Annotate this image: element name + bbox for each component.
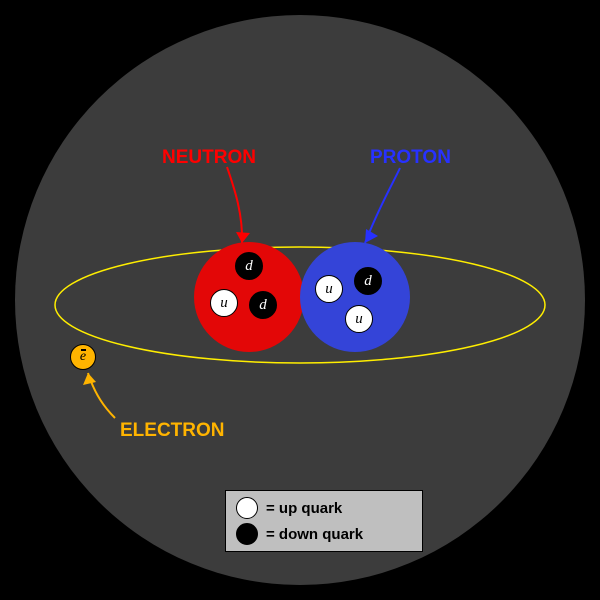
legend-row-down: = down quark	[236, 523, 412, 545]
legend-text-down: = down quark	[266, 526, 363, 543]
down-quark-icon	[236, 523, 258, 545]
proton-label: PROTON	[370, 147, 451, 169]
diagram-canvas: dududu e NEUTRON PROTON ELECTRON = up qu…	[0, 0, 600, 600]
legend-text-up: = up quark	[266, 500, 342, 517]
neutron-quark-1: u	[210, 289, 238, 317]
neutron-label: NEUTRON	[162, 147, 256, 169]
legend: = up quark = down quark	[225, 490, 423, 552]
electron-particle: e	[70, 344, 96, 370]
legend-row-up: = up quark	[236, 497, 412, 519]
up-quark-icon	[236, 497, 258, 519]
neutron-quark-0: d	[235, 252, 263, 280]
electron-label: ELECTRON	[120, 420, 225, 442]
neutron-quark-2: d	[249, 291, 277, 319]
proton-quark-1: d	[354, 267, 382, 295]
proton-quark-2: u	[345, 305, 373, 333]
proton-nucleon	[300, 242, 410, 352]
electron-symbol: e	[80, 349, 86, 365]
proton-quark-0: u	[315, 275, 343, 303]
